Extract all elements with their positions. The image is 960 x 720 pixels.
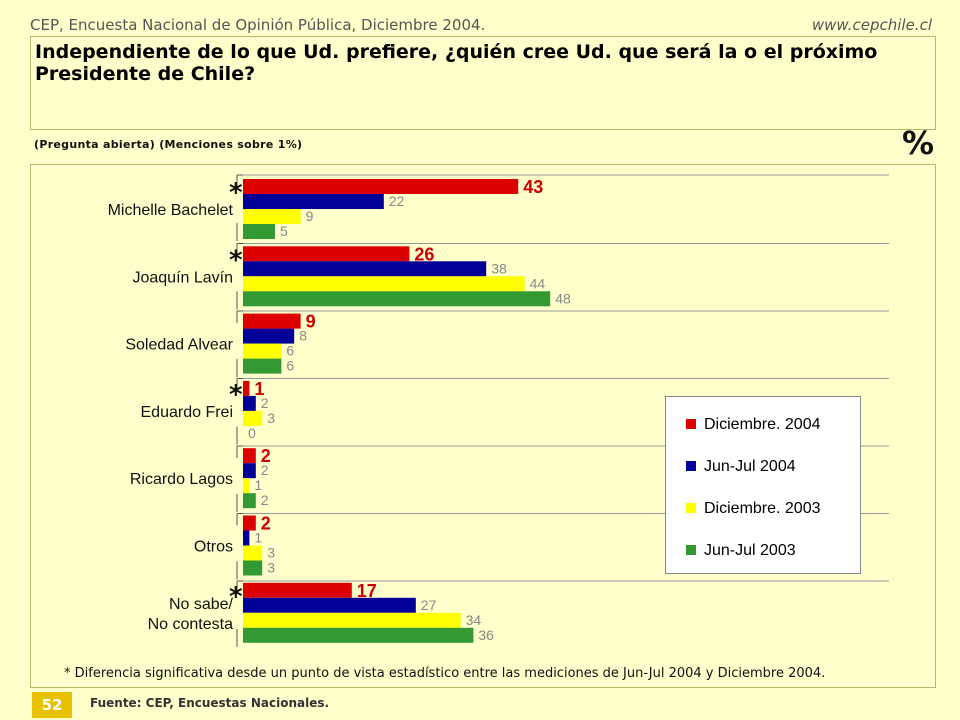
bar [243,380,250,396]
category-label: Ricardo Lagos [130,471,233,488]
bar [243,410,263,426]
legend-swatch-junjul2004 [686,460,696,471]
title-box: Independiente de lo que Ud. prefiere, ¿q… [30,36,936,130]
bar [243,209,301,224]
data-label: 6 [286,358,294,374]
legend-label-dic2004: Diciembre. 2004 [704,416,821,433]
header-website: www.cepchile.cl [811,16,932,34]
legend-label-junjul2003: Jun-Jul 2003 [704,542,796,559]
data-label: 2 [261,492,269,508]
category-label: No sabe/ [169,596,234,613]
bar [243,358,282,374]
data-label: 6 [286,343,294,359]
significance-asterisk: * [229,245,243,275]
bar [243,343,282,359]
category-label: Eduardo Frei [141,404,234,421]
bar [243,276,525,292]
data-label: 0 [248,425,256,441]
bar [243,478,250,494]
bar [243,313,301,329]
bar [243,395,256,411]
chart-subtitle: (Pregunta abierta) (Menciones sobre 1%) [34,138,303,151]
footnote: * Diferencia significativa desde un punt… [64,666,826,681]
significance-asterisk: * [229,582,243,612]
legend-label-junjul2004: Jun-Jul 2004 [704,458,796,475]
significance-asterisk: * [229,178,243,208]
bar [243,530,250,546]
data-label: 9 [306,208,314,224]
data-label: 2 [261,446,271,466]
data-label: 26 [414,244,434,264]
data-label: 17 [357,581,377,601]
data-label: 1 [254,477,262,493]
data-label: 3 [267,410,275,426]
bar [243,463,256,479]
bar [243,179,519,194]
significance-asterisk: * [229,380,243,410]
bar [243,545,263,561]
category-label: Joaquín Lavín [132,269,233,286]
category-label: No contesta [148,616,233,633]
legend-swatch-dic2004 [686,418,696,429]
data-label: 2 [261,514,271,534]
bar [243,493,256,509]
source-note: Fuente: CEP, Encuestas Nacionales. [90,696,330,710]
data-label: 1 [254,530,262,546]
bar [243,582,352,598]
legend-item-junjul2004: Jun-Jul 2004 [686,458,796,478]
bar [243,261,487,277]
bar [243,224,275,239]
data-label: 48 [555,290,571,306]
legend-item-dic2003: Diciembre. 2003 [686,500,821,520]
page-title: Independiente de lo que Ud. prefiere, ¿q… [35,41,878,85]
chart-legend: Diciembre. 2004 Jun-Jul 2004 Diciembre. … [665,396,861,574]
legend-item-junjul2003: Jun-Jul 2003 [686,542,796,562]
data-label: 44 [530,275,546,291]
bar [243,448,256,464]
data-label: 3 [267,560,275,576]
category-label: Soledad Alvear [125,337,233,354]
legend-swatch-dic2003 [686,502,696,513]
bar [243,291,551,307]
category-label: Otros [194,539,233,556]
data-label: 38 [491,260,507,276]
legend-item-dic2004: Diciembre. 2004 [686,416,821,436]
bar [243,515,256,531]
legend-label-dic2003: Diciembre. 2003 [704,500,821,517]
data-label: 8 [299,328,307,344]
bar [243,328,295,344]
bar [243,612,461,628]
data-label: 22 [389,193,405,209]
data-label: 27 [421,597,437,613]
bar [243,597,416,613]
page-number: 52 [32,692,72,718]
chart-box: Michelle Bachelet * 43 22 9 5 Joaquín Lavín * 26… [30,164,936,688]
data-label: 34 [466,612,482,628]
legend-swatch-junjul2003 [686,544,696,555]
data-label: 5 [280,223,288,239]
data-label: 2 [261,462,269,478]
data-label: 2 [261,395,269,411]
percent-sign: % [901,124,934,162]
data-label: 1 [254,379,264,399]
bar [243,627,474,643]
data-label: 9 [306,312,316,332]
data-label: 43 [523,177,543,197]
header-survey-name: CEP, Encuesta Nacional de Opinión Públic… [30,16,486,34]
bar [243,194,384,209]
category-label: Michelle Bachelet [108,202,234,219]
data-label: 3 [267,545,275,561]
bar [243,246,410,262]
bar [243,560,263,576]
data-label: 36 [478,627,494,643]
